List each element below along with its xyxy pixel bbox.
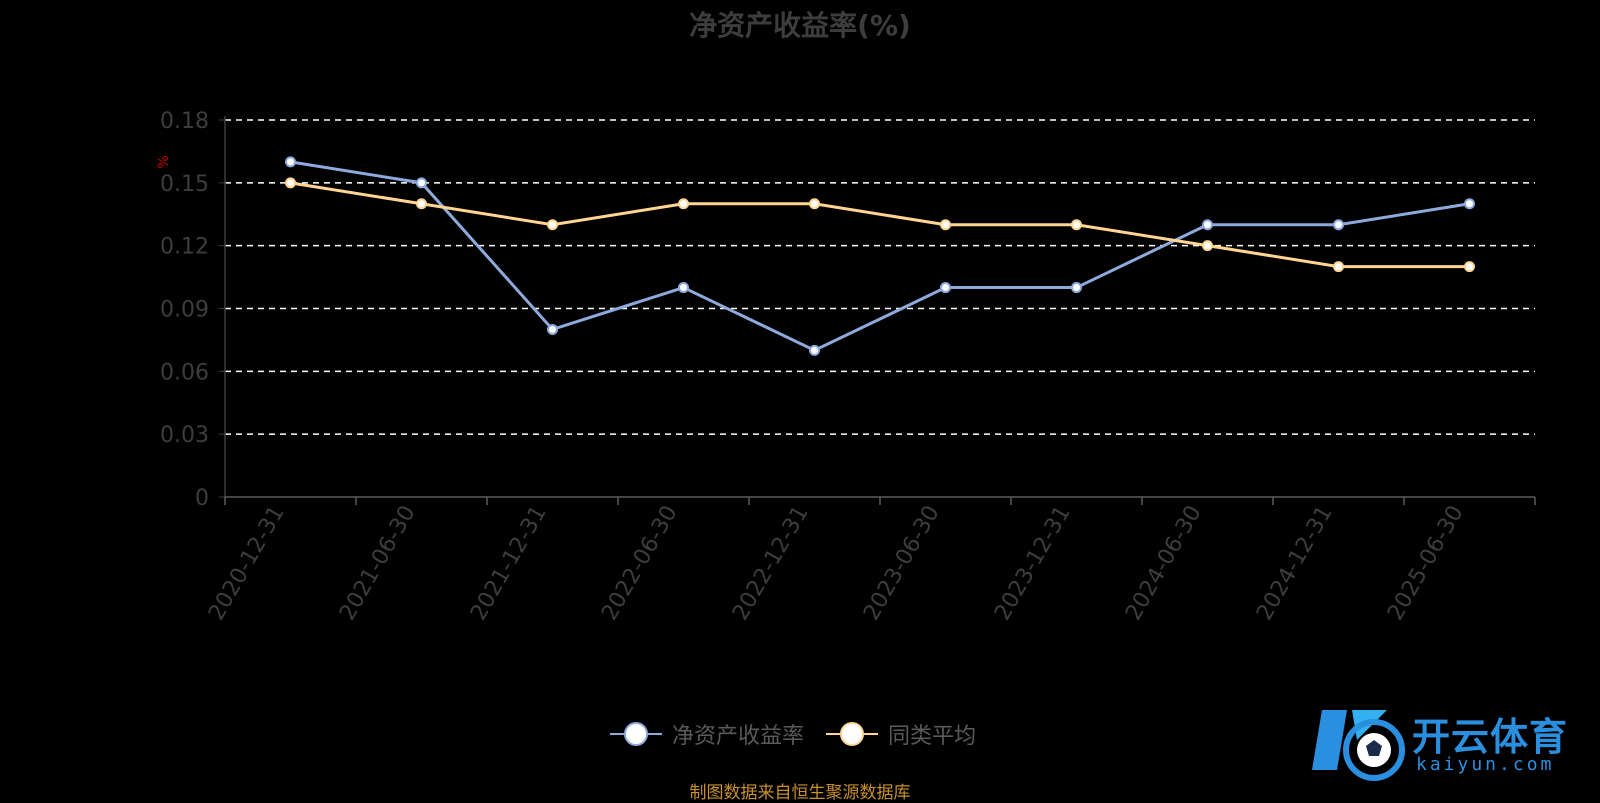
x-tick-label: 2023-12-31	[990, 502, 1076, 625]
x-tick-label: 2023-06-30	[859, 502, 945, 625]
data-point-series-1	[1333, 261, 1344, 273]
data-source-note: 制图数据来自恒生聚源数据库	[689, 783, 911, 803]
x-tick-label: 2022-06-30	[597, 502, 683, 625]
x-tick-label: 2020-12-31	[204, 502, 290, 625]
data-point-series-1	[809, 198, 820, 210]
legend-label-roe: 净资产收益率	[672, 724, 805, 749]
y-tick-label: 0	[195, 486, 209, 511]
legend-marker-peer-average	[826, 722, 879, 746]
data-point-series-1	[678, 198, 689, 210]
x-tick-label: 2022-12-31	[728, 502, 814, 625]
y-axis-label: %	[156, 155, 172, 168]
y-tick-label: 0.12	[160, 235, 209, 260]
legend-marker-roe	[610, 722, 662, 746]
legend-item-roe[interactable]: 净资产收益率	[610, 718, 804, 750]
data-point-series-0	[547, 323, 558, 335]
data-point-series-0	[1464, 198, 1475, 210]
data-point-series-1	[416, 198, 427, 210]
series-line-0	[290, 160, 1470, 353]
data-point-series-1	[285, 177, 296, 189]
data-point-series-0	[1071, 282, 1082, 294]
chart-title: 净资产收益率(%)	[689, 9, 911, 42]
data-point-series-1	[1071, 219, 1082, 231]
y-tick-label: 0.18	[160, 109, 209, 134]
logo-brand-text: 开云体育	[1412, 715, 1569, 759]
x-tick-label: 2024-06-30	[1121, 502, 1207, 625]
y-tick-label: 0.09	[160, 298, 209, 323]
data-point-series-1	[940, 219, 951, 231]
x-tick-label: 2025-06-30	[1383, 502, 1469, 625]
legend-item-peer-average[interactable]: 同类平均	[826, 718, 976, 750]
data-point-series-1	[547, 219, 558, 231]
x-tick-label: 2024-12-31	[1252, 502, 1338, 625]
x-tick-label: 2021-06-30	[335, 502, 421, 625]
data-point-series-0	[678, 282, 689, 294]
brand-logo: 开云体育 kaiyun.com	[1312, 700, 1592, 784]
data-point-series-0	[809, 344, 820, 356]
y-tick-label: 0.15	[160, 172, 209, 197]
data-point-series-1	[1464, 261, 1475, 273]
legend-label-peer-average: 同类平均	[888, 724, 977, 749]
series-line-1	[290, 181, 1470, 269]
y-tick-label: 0.03	[160, 423, 209, 448]
data-point-series-0	[1333, 219, 1344, 231]
data-point-series-0	[285, 156, 296, 168]
data-point-series-0	[940, 282, 951, 294]
logo-domain-text: kaiyun.com	[1416, 754, 1555, 775]
data-point-series-1	[1202, 240, 1213, 252]
soccer-ball-logo-icon	[1312, 710, 1405, 781]
y-tick-label: 0.06	[160, 360, 209, 385]
data-point-series-0	[416, 177, 427, 189]
x-tick-label: 2021-12-31	[466, 502, 552, 625]
legend: 净资产收益率 同类平均	[610, 718, 998, 750]
data-point-series-0	[1202, 219, 1213, 231]
